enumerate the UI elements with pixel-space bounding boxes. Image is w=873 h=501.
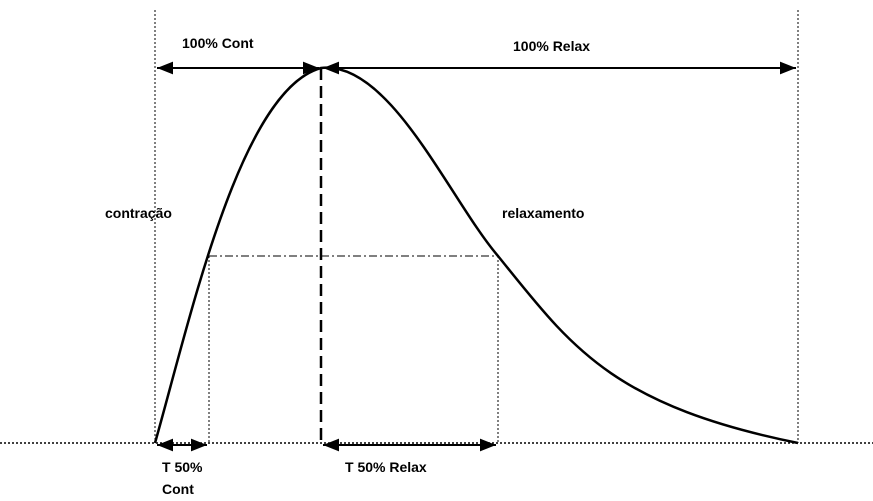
label: 100% Cont (182, 35, 254, 51)
label: Cont (162, 481, 194, 497)
label: relaxamento (502, 205, 584, 221)
label: contração (105, 205, 172, 221)
twitch-curve (153, 66, 799, 445)
label: T 50% (162, 459, 203, 475)
label: T 50% Relax (345, 459, 427, 475)
label: 100% Relax (513, 38, 590, 54)
